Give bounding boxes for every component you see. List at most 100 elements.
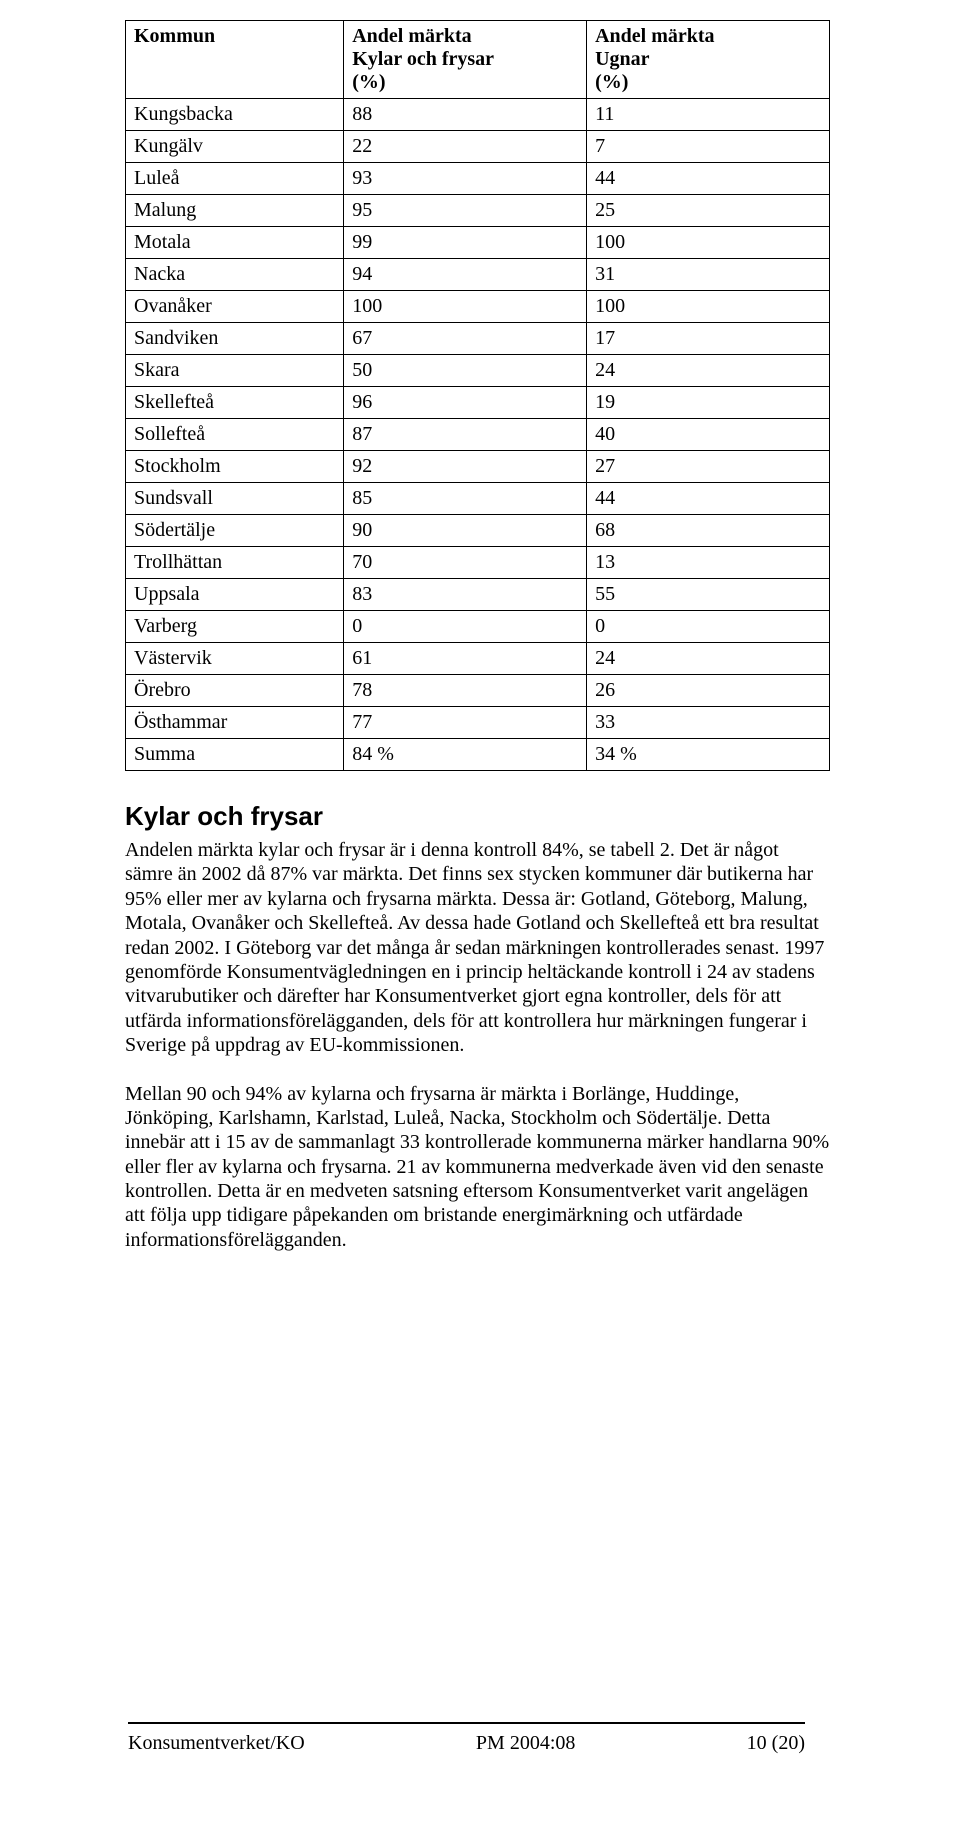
cell-value-2: 19 bbox=[587, 387, 830, 419]
table-row: Sandviken6717 bbox=[126, 323, 830, 355]
cell-kommun: Varberg bbox=[126, 611, 344, 643]
section-heading: Kylar och frysar bbox=[125, 801, 830, 832]
header-col2-l2: Ugnar bbox=[595, 48, 649, 70]
header-col2: Andel märkta Ugnar (%) bbox=[587, 21, 830, 99]
cell-value-2: 68 bbox=[587, 515, 830, 547]
cell-value-2: 31 bbox=[587, 259, 830, 291]
cell-value-2: 55 bbox=[587, 579, 830, 611]
table-row: Kungsbacka8811 bbox=[126, 99, 830, 131]
cell-value-2: 33 bbox=[587, 707, 830, 739]
table-row: Sollefteå8740 bbox=[126, 419, 830, 451]
cell-kommun: Luleå bbox=[126, 163, 344, 195]
cell-value-1: 94 bbox=[344, 259, 587, 291]
cell-kommun: Kungsbacka bbox=[126, 99, 344, 131]
header-kommun-text: Kommun bbox=[134, 25, 215, 47]
header-col2-l3: (%) bbox=[595, 71, 628, 93]
table-row: Luleå9344 bbox=[126, 163, 830, 195]
table-row: Örebro7826 bbox=[126, 675, 830, 707]
cell-value-2: 44 bbox=[587, 483, 830, 515]
cell-value-2: 11 bbox=[587, 99, 830, 131]
cell-value-1: 70 bbox=[344, 547, 587, 579]
header-col2-l1: Andel märkta bbox=[595, 25, 714, 47]
header-col1-l1: Andel märkta bbox=[352, 25, 471, 47]
cell-value-1: 99 bbox=[344, 227, 587, 259]
table-header-row: Kommun Andel märkta Kylar och frysar (%)… bbox=[126, 21, 830, 99]
header-col1: Andel märkta Kylar och frysar (%) bbox=[344, 21, 587, 99]
cell-value-2: 100 bbox=[587, 227, 830, 259]
table-row: Summa84 %34 % bbox=[126, 739, 830, 771]
cell-kommun: Sandviken bbox=[126, 323, 344, 355]
cell-value-1: 50 bbox=[344, 355, 587, 387]
table-row: Stockholm9227 bbox=[126, 451, 830, 483]
cell-value-1: 78 bbox=[344, 675, 587, 707]
table-body: Kungsbacka8811Kungälv227Luleå9344Malung9… bbox=[126, 99, 830, 771]
table-row: Malung9525 bbox=[126, 195, 830, 227]
cell-value-1: 88 bbox=[344, 99, 587, 131]
cell-value-2: 26 bbox=[587, 675, 830, 707]
cell-value-1: 100 bbox=[344, 291, 587, 323]
cell-value-2: 27 bbox=[587, 451, 830, 483]
cell-value-1: 83 bbox=[344, 579, 587, 611]
footer-center: PM 2004:08 bbox=[476, 1732, 575, 1755]
table-row: Skellefteå9619 bbox=[126, 387, 830, 419]
table-row: Varberg00 bbox=[126, 611, 830, 643]
table-row: Östhammar7733 bbox=[126, 707, 830, 739]
cell-value-2: 34 % bbox=[587, 739, 830, 771]
paragraph-1: Andelen märkta kylar och frysar är i den… bbox=[125, 838, 830, 1058]
cell-value-1: 67 bbox=[344, 323, 587, 355]
cell-kommun: Kungälv bbox=[126, 131, 344, 163]
cell-value-1: 61 bbox=[344, 643, 587, 675]
table-row: Nacka9431 bbox=[126, 259, 830, 291]
cell-kommun: Stockholm bbox=[126, 451, 344, 483]
cell-value-1: 22 bbox=[344, 131, 587, 163]
cell-value-2: 13 bbox=[587, 547, 830, 579]
table-row: Uppsala8355 bbox=[126, 579, 830, 611]
header-kommun: Kommun bbox=[126, 21, 344, 99]
cell-value-1: 0 bbox=[344, 611, 587, 643]
cell-kommun: Södertälje bbox=[126, 515, 344, 547]
header-col1-l3: (%) bbox=[352, 71, 385, 93]
footer-right: 10 (20) bbox=[747, 1732, 805, 1755]
cell-kommun: Skellefteå bbox=[126, 387, 344, 419]
data-table: Kommun Andel märkta Kylar och frysar (%)… bbox=[125, 20, 830, 771]
cell-value-2: 17 bbox=[587, 323, 830, 355]
cell-value-1: 96 bbox=[344, 387, 587, 419]
cell-value-2: 44 bbox=[587, 163, 830, 195]
footer-left: Konsumentverket/KO bbox=[128, 1732, 305, 1755]
table-row: Trollhättan7013 bbox=[126, 547, 830, 579]
cell-value-1: 90 bbox=[344, 515, 587, 547]
cell-value-1: 93 bbox=[344, 163, 587, 195]
table-row: Västervik6124 bbox=[126, 643, 830, 675]
cell-value-1: 77 bbox=[344, 707, 587, 739]
cell-value-1: 84 % bbox=[344, 739, 587, 771]
cell-kommun: Ovanåker bbox=[126, 291, 344, 323]
cell-kommun: Motala bbox=[126, 227, 344, 259]
cell-kommun: Trollhättan bbox=[126, 547, 344, 579]
cell-value-2: 24 bbox=[587, 355, 830, 387]
cell-kommun: Örebro bbox=[126, 675, 344, 707]
cell-kommun: Östhammar bbox=[126, 707, 344, 739]
cell-kommun: Summa bbox=[126, 739, 344, 771]
cell-kommun: Västervik bbox=[126, 643, 344, 675]
cell-kommun: Sundsvall bbox=[126, 483, 344, 515]
cell-kommun: Malung bbox=[126, 195, 344, 227]
table-row: Kungälv227 bbox=[126, 131, 830, 163]
cell-kommun: Sollefteå bbox=[126, 419, 344, 451]
paragraph-2: Mellan 90 och 94% av kylarna och frysarn… bbox=[125, 1082, 830, 1253]
cell-value-2: 40 bbox=[587, 419, 830, 451]
table-row: Ovanåker100100 bbox=[126, 291, 830, 323]
cell-value-1: 85 bbox=[344, 483, 587, 515]
table-row: Sundsvall8544 bbox=[126, 483, 830, 515]
cell-value-2: 25 bbox=[587, 195, 830, 227]
cell-value-2: 7 bbox=[587, 131, 830, 163]
cell-kommun: Uppsala bbox=[126, 579, 344, 611]
cell-kommun: Nacka bbox=[126, 259, 344, 291]
cell-value-1: 92 bbox=[344, 451, 587, 483]
cell-kommun: Skara bbox=[126, 355, 344, 387]
cell-value-1: 95 bbox=[344, 195, 587, 227]
cell-value-2: 100 bbox=[587, 291, 830, 323]
table-row: Skara5024 bbox=[126, 355, 830, 387]
table-row: Motala99100 bbox=[126, 227, 830, 259]
cell-value-2: 24 bbox=[587, 643, 830, 675]
page-footer: Konsumentverket/KO PM 2004:08 10 (20) bbox=[128, 1722, 805, 1755]
